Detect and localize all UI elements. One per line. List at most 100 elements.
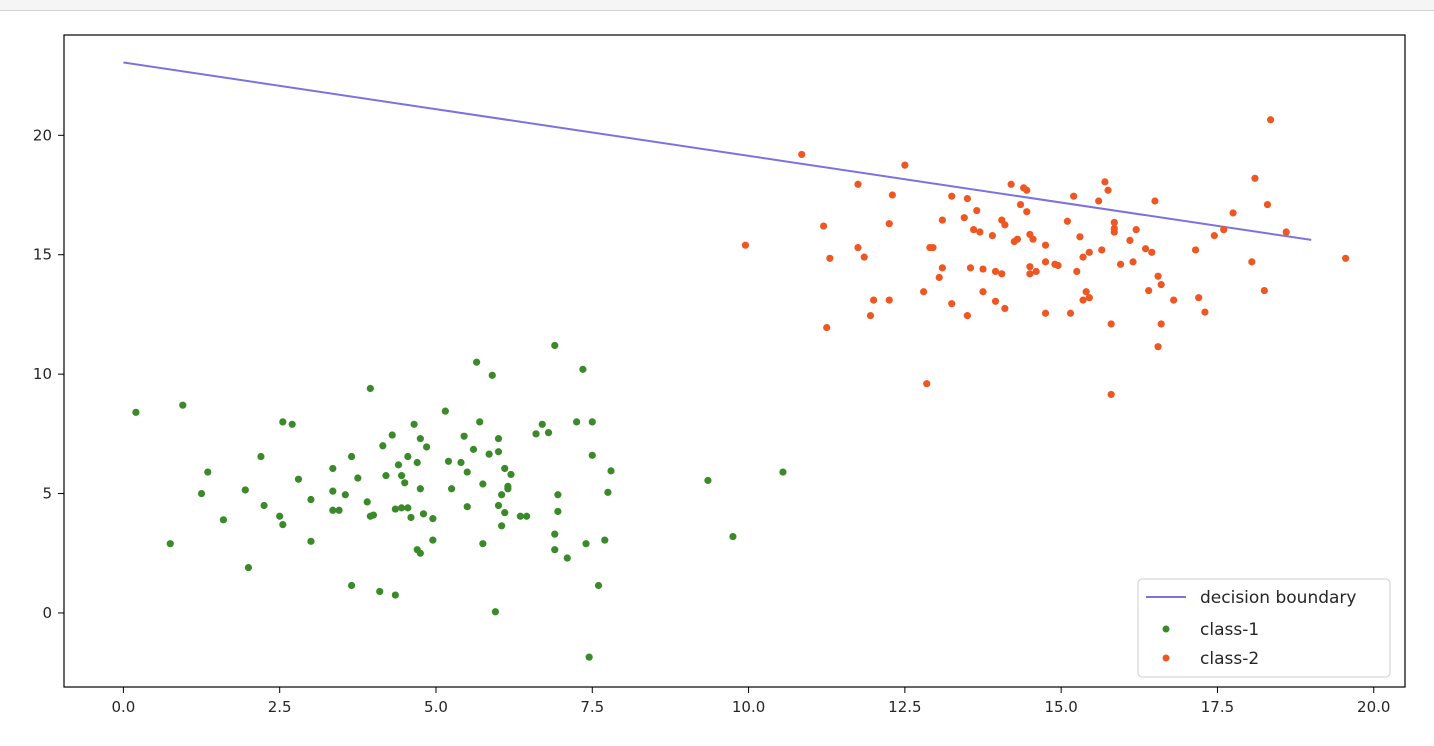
class-2-point [1141, 245, 1150, 253]
x-tick-label: 15.0 [1044, 698, 1077, 716]
class-2-point [1342, 254, 1350, 262]
class-2-point [1041, 309, 1050, 317]
class-1-point [494, 448, 503, 456]
class-1-point [563, 554, 571, 562]
class-1-point [779, 468, 787, 476]
class-1-point [473, 358, 481, 366]
class-1-point [329, 506, 337, 514]
class-1-point [516, 512, 524, 520]
class-2-point [1263, 200, 1272, 209]
class-2-point [1195, 294, 1203, 302]
legend-marker-class-1 [1162, 625, 1170, 633]
class-2-point [938, 216, 946, 224]
class-1-point [397, 472, 406, 480]
class-2-point [885, 220, 893, 228]
legend-label-class-2: class-2 [1200, 649, 1259, 669]
class-1-point [329, 487, 337, 495]
class-2-point [1079, 253, 1087, 261]
class-1-point [429, 536, 437, 544]
class-2-point [888, 191, 896, 199]
x-tick-label: 2.5 [268, 698, 292, 716]
class-1-point [704, 476, 712, 485]
class-2-point [929, 243, 937, 252]
class-2-point [1151, 197, 1159, 205]
class-2-point [988, 232, 996, 240]
class-2-point [960, 214, 968, 222]
decision-boundary-line [123, 61, 1312, 241]
class-2-point [1013, 235, 1021, 243]
class-1-point [460, 432, 468, 440]
class-2-point [991, 297, 1000, 305]
class-2-point [1220, 226, 1228, 234]
class-2-point [1007, 180, 1015, 188]
class-1-point [538, 420, 546, 428]
class-1-point [423, 443, 431, 451]
class-1-point [410, 420, 418, 428]
class-1-point [501, 464, 509, 473]
class-1-point [504, 482, 512, 490]
class-2-point [973, 206, 981, 215]
plot-area [64, 35, 1405, 687]
class-1-point [179, 401, 187, 409]
class-1-point [544, 429, 553, 437]
x-tick-label: 17.5 [1201, 698, 1234, 716]
class-1-point [404, 452, 412, 461]
class-1-point [479, 540, 487, 548]
class-1-point [551, 341, 559, 350]
class-1-point [419, 510, 428, 518]
class-1-point [441, 407, 449, 415]
legend-marker-class-2 [1162, 654, 1170, 662]
class-2-point [991, 267, 1000, 276]
points-layer [132, 116, 1350, 661]
class-1-point [369, 511, 378, 519]
class-2-point [1073, 267, 1081, 276]
class-1-point [219, 516, 228, 524]
class-2-point [819, 222, 828, 230]
class-1-point [501, 509, 509, 517]
class-1-point [279, 418, 287, 426]
class-2-point [1191, 246, 1200, 254]
class-1-point [132, 408, 140, 416]
class-2-point [1098, 246, 1106, 254]
class-2-point [1001, 221, 1009, 229]
class-1-point [485, 450, 493, 458]
class-2-point [860, 253, 868, 261]
class-1-point [444, 457, 453, 465]
x-tick-label: 12.5 [888, 698, 921, 716]
plot-frame [63, 34, 1406, 688]
class-2-point [1210, 232, 1218, 240]
class-2-point [963, 312, 971, 320]
x-tick-label: 0.0 [111, 698, 135, 716]
class-1-point [307, 495, 315, 504]
class-2-point [1054, 261, 1062, 270]
class-2-point [920, 288, 928, 296]
class-2-point [1066, 309, 1075, 317]
class-1-point [335, 506, 343, 514]
class-2-point [970, 226, 978, 234]
class-1-point [491, 608, 499, 616]
class-2-point [1104, 186, 1112, 194]
class-2-point [1157, 320, 1165, 328]
class-2-point [1063, 217, 1072, 225]
class-1-point [244, 563, 253, 572]
class-1-point [379, 442, 387, 450]
class-2-point [1170, 296, 1178, 304]
class-2-point [1032, 267, 1040, 276]
y-tick-label: 5 [42, 485, 52, 503]
class-1-point [604, 488, 612, 496]
x-tick-label: 20.0 [1357, 698, 1390, 716]
class-1-point [347, 581, 356, 590]
decision-boundary-layer [123, 61, 1312, 241]
class-2-point [1116, 260, 1125, 268]
class-1-point [498, 491, 506, 499]
class-2-point [1260, 286, 1268, 295]
class-2-point [1079, 296, 1087, 304]
y-tick-label: 0 [42, 604, 52, 622]
class-2-point [741, 241, 750, 249]
class-2-point [1107, 390, 1115, 399]
class-2-point [901, 161, 909, 169]
class-1-point [341, 491, 349, 499]
class-1-point [260, 501, 268, 510]
class-1-point [413, 458, 421, 467]
class-2-point [1129, 258, 1137, 266]
